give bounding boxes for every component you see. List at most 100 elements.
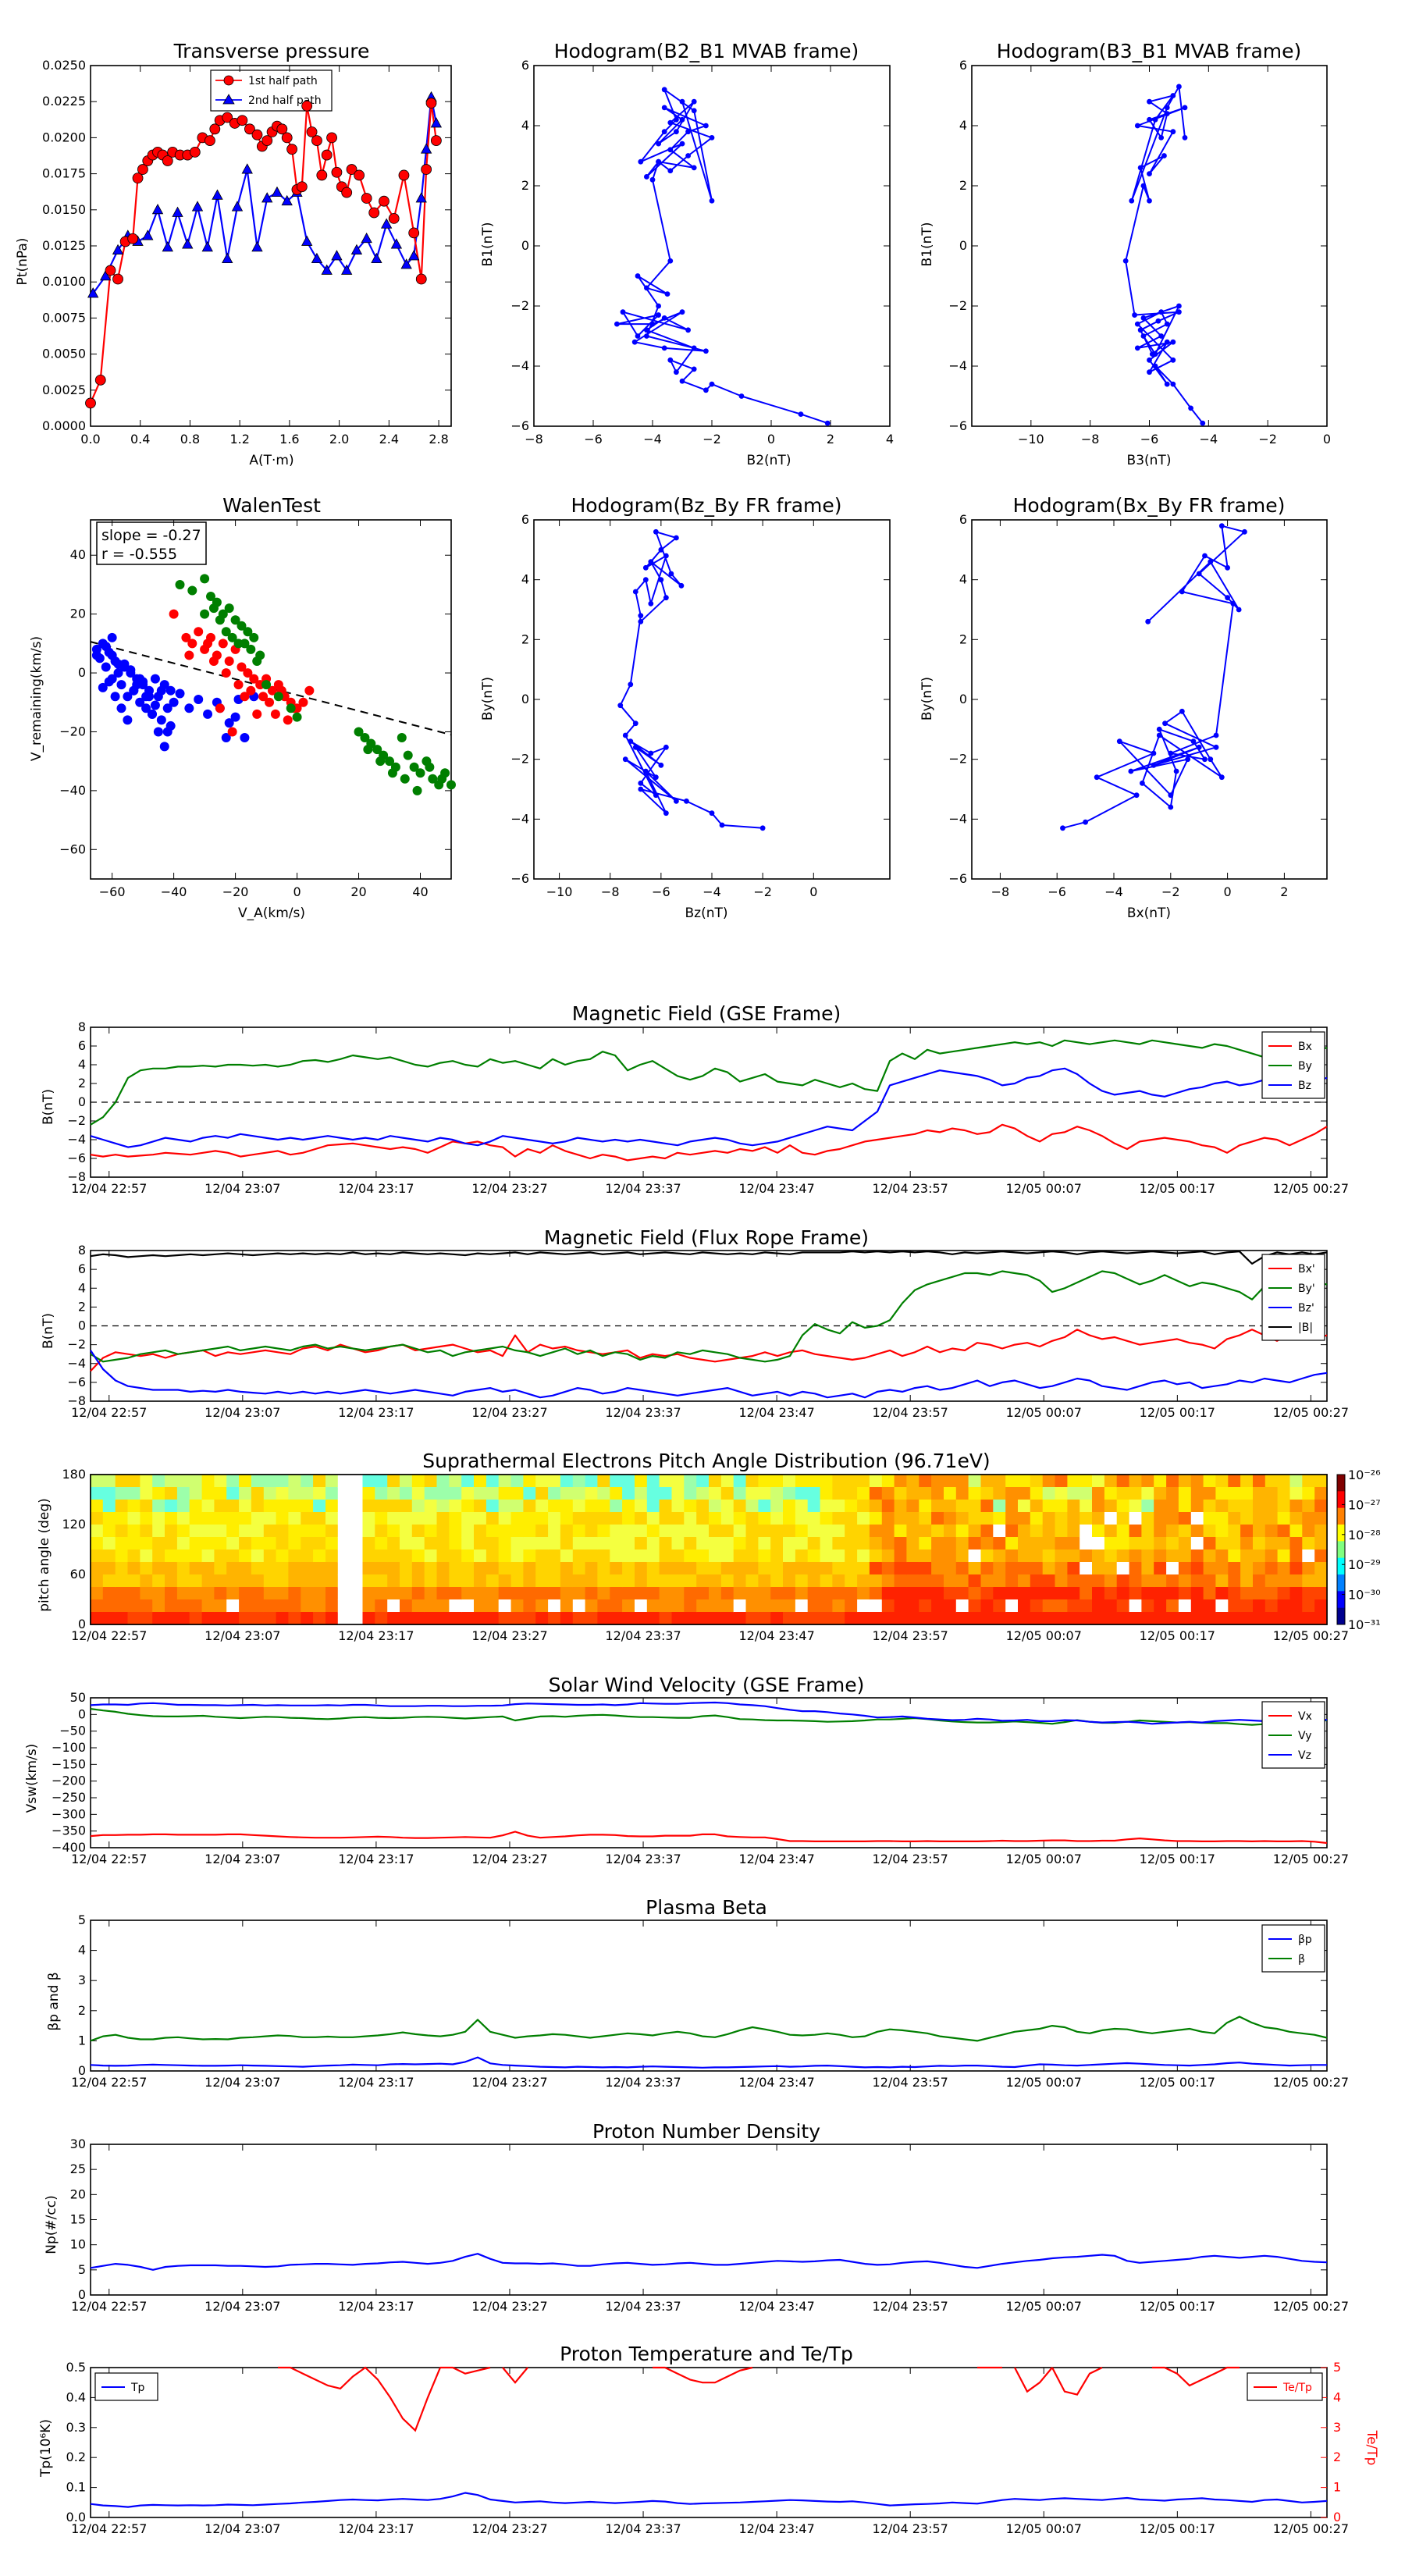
pad-cell	[931, 1574, 944, 1588]
hodo2-point	[1176, 84, 1182, 90]
pad-cell	[1203, 1587, 1216, 1600]
walen-point-red	[184, 650, 194, 660]
hodo4-ytick-label: 6	[959, 512, 967, 527]
walen-point-red	[246, 685, 256, 696]
pad-cell	[968, 1550, 981, 1563]
hodo2-point	[1164, 105, 1170, 111]
pad-cell	[1092, 1487, 1105, 1500]
pad-cell	[944, 1562, 957, 1575]
pressure-marker-1st	[388, 212, 400, 224]
tp-ytick-right-label: 4	[1333, 2389, 1341, 2404]
pad-cell	[1116, 1525, 1130, 1538]
pad-cell	[424, 1574, 438, 1588]
pad-cell	[474, 1550, 487, 1563]
pad-cell	[720, 1550, 735, 1563]
pad-cell	[1166, 1587, 1179, 1600]
pad-cell	[548, 1537, 561, 1550]
pad-cell	[375, 1475, 388, 1488]
vsw-ytick-label: 50	[70, 1690, 86, 1705]
pad-cell	[770, 1537, 784, 1550]
pad-cell	[548, 1550, 561, 1563]
pad-cell	[461, 1599, 475, 1613]
pad-cell	[1042, 1512, 1056, 1525]
pad-cell	[102, 1475, 116, 1488]
pad-cell	[869, 1550, 883, 1563]
pad-cell	[313, 1612, 326, 1625]
te-tp-line	[1152, 2366, 1240, 2387]
pressure-legend-circle-marker	[223, 75, 234, 86]
hodo2-point	[1147, 171, 1152, 177]
hodo4-xtick-label: −4	[1104, 884, 1123, 899]
hodo2-point	[1200, 420, 1206, 426]
pad-cell	[535, 1512, 549, 1525]
pad-cell	[214, 1587, 227, 1600]
pad-cell	[102, 1574, 116, 1588]
pad-cell	[1030, 1562, 1044, 1575]
pad-cell	[758, 1587, 771, 1600]
pad-cell	[189, 1512, 203, 1525]
pad-cell	[1215, 1550, 1229, 1563]
pad-cell	[436, 1525, 450, 1538]
pad-cell	[1277, 1587, 1290, 1600]
pad-cell	[1264, 1512, 1279, 1525]
hodo4-ytick-label: −2	[948, 752, 967, 767]
mag-gse-xtick-label: 12/04 23:47	[738, 1181, 814, 1196]
pad-cell	[523, 1574, 536, 1588]
hodo2-point	[1164, 381, 1170, 387]
pad-cell	[783, 1550, 796, 1563]
tp-legend-box	[94, 2372, 158, 2401]
pad-cell	[400, 1612, 413, 1625]
mag-fr-legend-label: Bz'	[1298, 1302, 1314, 1315]
pad-cell	[1190, 1599, 1204, 1613]
pad-cell	[288, 1612, 301, 1625]
walen-point-green	[403, 750, 413, 760]
pad-cell	[906, 1562, 919, 1575]
pad-cell	[449, 1587, 462, 1600]
pad-cell	[832, 1500, 845, 1513]
hodo3-ytick-label: 6	[521, 512, 529, 527]
pad-cell	[1092, 1612, 1105, 1625]
mag-gse-xtick-label: 12/04 23:17	[338, 1181, 414, 1196]
pad-cell	[881, 1612, 895, 1625]
pressure-ytick-label: 0.0125	[42, 238, 86, 253]
pad-cell	[176, 1537, 190, 1550]
vsw-frame	[90, 1697, 1328, 1848]
pad-cell	[857, 1512, 870, 1525]
pad-cell	[176, 1512, 190, 1525]
pad-cell	[214, 1475, 227, 1488]
pad-cell	[1264, 1612, 1279, 1625]
pad-cell	[955, 1550, 969, 1563]
pad-cell	[1253, 1487, 1266, 1500]
pad-cell	[944, 1574, 957, 1588]
pad-cell	[387, 1574, 400, 1588]
hodo1-ytick-label: 6	[521, 58, 529, 73]
pad-cell	[1215, 1512, 1229, 1525]
hodo3-point	[668, 571, 674, 577]
pad-cell	[881, 1500, 895, 1513]
pad-cell	[1289, 1599, 1303, 1613]
pad-cell	[337, 1475, 351, 1488]
pad-cell	[783, 1562, 796, 1575]
pad-cell	[1178, 1562, 1192, 1575]
pad-cell	[807, 1475, 821, 1488]
hodo1-point	[679, 309, 685, 315]
pad-cell	[1141, 1550, 1154, 1563]
pad-cell	[560, 1599, 574, 1613]
pad-cell	[276, 1475, 289, 1488]
pad-cell	[461, 1475, 475, 1488]
mag-gse-ylabel: B(nT)	[41, 1089, 56, 1125]
mag-gse-ytick-label: 0	[78, 1094, 86, 1109]
pad-cell	[1030, 1574, 1044, 1588]
pad-cell	[745, 1487, 759, 1500]
walen-point-green	[363, 745, 373, 755]
vsw-ytick-label: −350	[52, 1823, 86, 1838]
hodo4-point	[1151, 762, 1157, 768]
pad-cell	[845, 1475, 858, 1488]
te-tp-line	[440, 2366, 491, 2375]
pad-cell	[301, 1562, 314, 1575]
pad-cell	[795, 1500, 809, 1513]
pad-cell	[1129, 1562, 1142, 1575]
pad-cell	[1067, 1599, 1080, 1613]
pad-cell	[906, 1525, 919, 1538]
pad-cell	[720, 1599, 735, 1613]
